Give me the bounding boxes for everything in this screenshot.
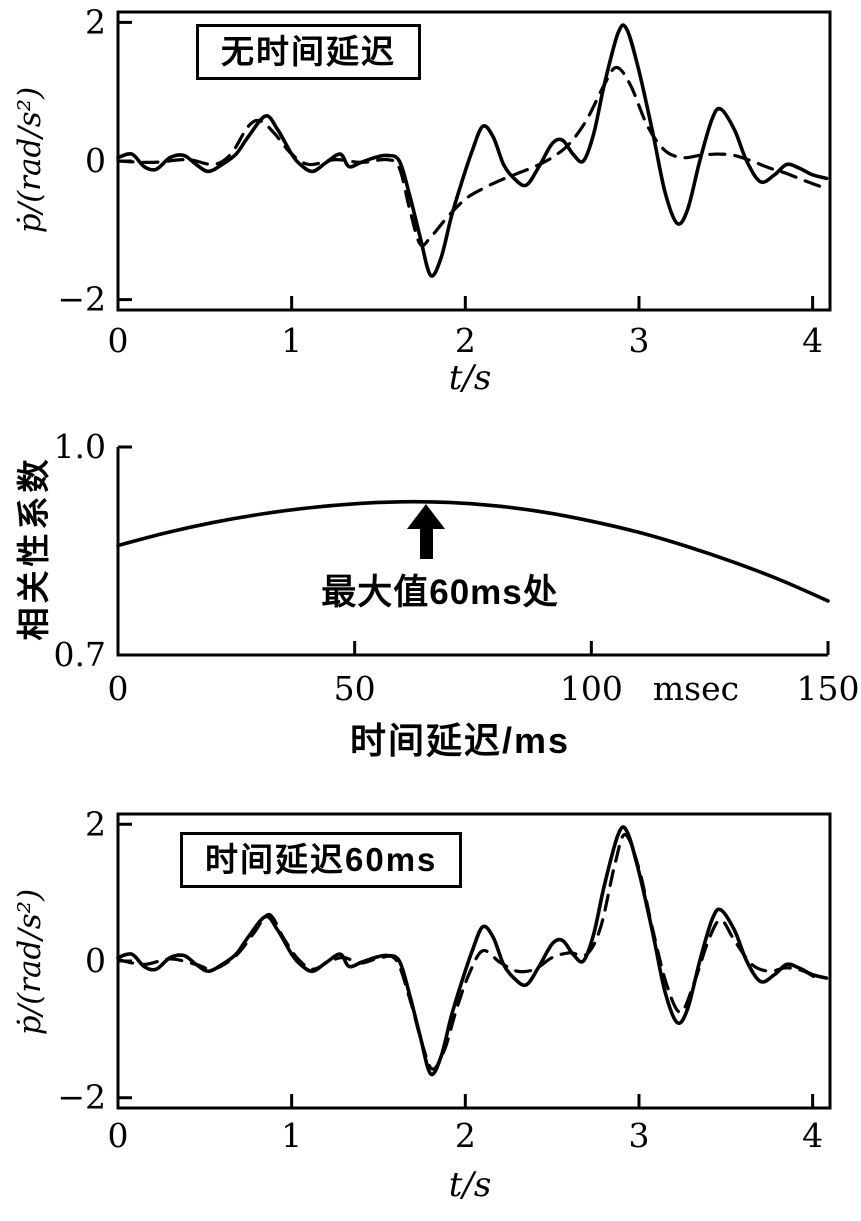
top-chart-canvas: 0 1 2 3 420−2 [57, 2, 832, 360]
top-chart-x-axis-label: t/s [448, 358, 492, 398]
y-tick-label: 2 [85, 804, 106, 843]
series-measured-response-solid [116, 23, 829, 278]
bottom-chart-title: 时间延迟60ms [180, 832, 463, 888]
series-delayed-model-response-dashed [116, 832, 823, 1071]
middle-chart-y-axis-label: 相关性系数 [15, 455, 52, 641]
x-tick-label: 0 [108, 1116, 129, 1155]
x-tick-label: 150 [797, 669, 860, 708]
x-tick-label: 3 [628, 321, 649, 360]
series-correlation-coefficient-solid [116, 499, 830, 603]
y-tick-label: 1.0 [54, 427, 106, 466]
x-tick-label: 1 [281, 1116, 302, 1155]
x-tick-label: 1 [281, 321, 302, 360]
x-tick-label: 0 [108, 321, 129, 360]
y-tick-label: −2 [57, 280, 106, 319]
x-tick-label: 4 [802, 321, 823, 360]
x-tick-label: 2 [455, 321, 476, 360]
x-tick-label: 4 [802, 1116, 823, 1155]
top-chart-title: 无时间延迟 [196, 24, 421, 80]
x-tick-label: 2 [455, 1116, 476, 1155]
top-chart-y-axis-label: ṗ/(rad/s²) [12, 86, 48, 234]
plot-axes [116, 447, 828, 657]
series-model-response-dashed [116, 65, 829, 248]
bottom-chart-x-axis-label: t/s [448, 1165, 492, 1205]
y-tick-label: 0 [85, 941, 106, 980]
y-tick-label: 0.7 [54, 635, 106, 674]
middle-chart-canvas: 0 50 100 150 1.0 0.7 msec [54, 427, 860, 708]
y-tick-label: 2 [85, 2, 106, 41]
y-tick-label: −2 [57, 1078, 106, 1117]
x-unit-label: msec [653, 669, 739, 708]
bottom-chart-canvas: 0 1 2 3 420−2 [57, 804, 832, 1155]
series-measured-response-solid [116, 825, 829, 1077]
bottom-chart-y-axis-label: ṗ/(rad/s²) [12, 888, 48, 1036]
x-tick-label: 50 [334, 669, 376, 708]
x-tick-label: 3 [628, 1116, 649, 1155]
max-value-annotation: 最大值60ms处 [321, 573, 559, 612]
x-tick-label: 0 [108, 669, 129, 708]
up-arrow-icon [407, 504, 445, 560]
middle-chart-x-axis-label: 时间延迟/ms [349, 720, 571, 761]
x-tick-label: 100 [560, 669, 623, 708]
y-tick-label: 0 [85, 141, 106, 180]
